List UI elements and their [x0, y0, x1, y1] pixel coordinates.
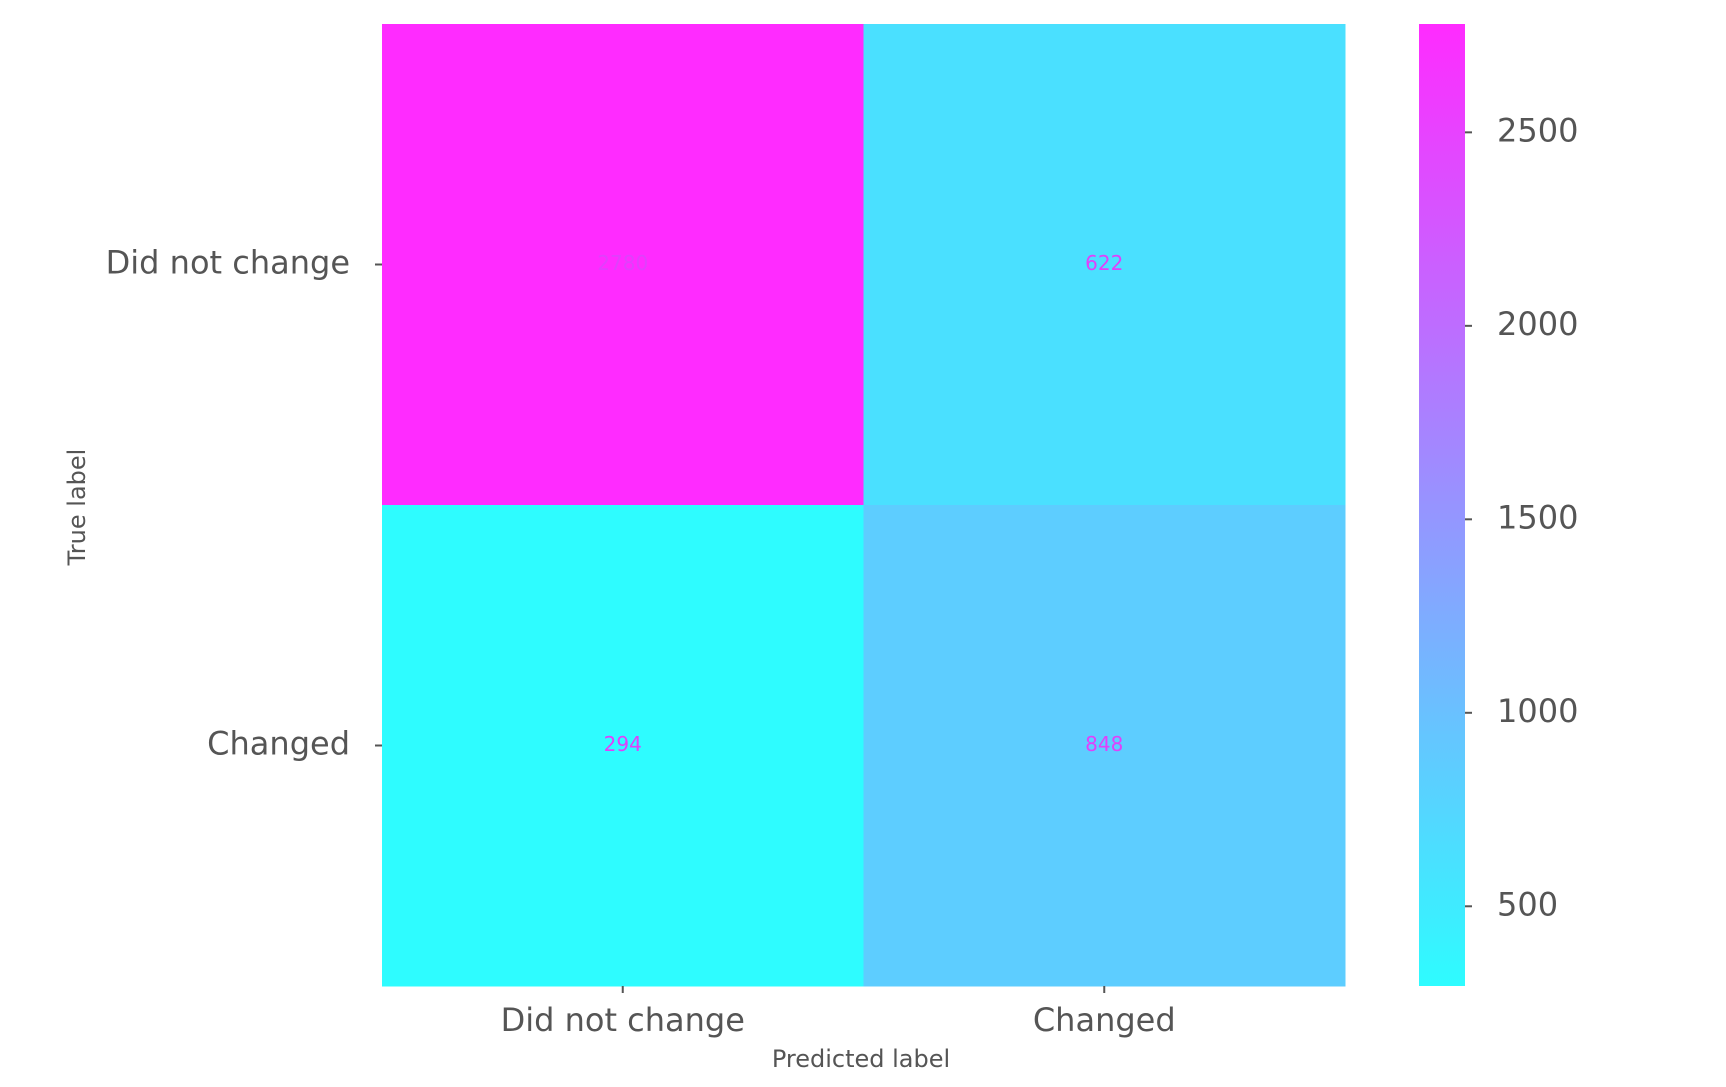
colorbar-tick-label: 2500 — [1497, 111, 1578, 149]
heatmap-cell — [863, 505, 1346, 987]
cell-value-label: 622 — [1085, 251, 1123, 275]
cell-value-label: 294 — [604, 732, 642, 756]
colorbar-tick-label: 1000 — [1497, 692, 1578, 730]
heatmap-cell — [382, 24, 864, 506]
heatmap-cells — [382, 24, 1346, 987]
heatmap-cell — [382, 505, 864, 987]
colorbar-tick-label: 500 — [1497, 885, 1558, 923]
colorbar-tick-label: 2000 — [1497, 305, 1578, 343]
cell-value-label: 2780 — [597, 251, 648, 275]
y-tick-label: Changed — [207, 725, 350, 763]
colorbar-tick-label: 1500 — [1497, 498, 1578, 536]
y-axis-ticks: Did not change Changed — [106, 244, 382, 763]
y-tick-label: Did not change — [106, 244, 350, 282]
x-tick-label: Did not change — [501, 1001, 745, 1039]
colorbar — [1419, 24, 1465, 986]
cell-value-label: 848 — [1085, 732, 1123, 756]
y-axis-label: True label — [63, 449, 91, 567]
x-axis-label: Predicted label — [772, 1045, 950, 1073]
x-axis-ticks: Did not change Changed — [501, 986, 1176, 1039]
heatmap-value-labels: 2780 622 294 848 — [597, 251, 1123, 756]
x-tick-label: Changed — [1033, 1001, 1176, 1039]
heatmap-cell — [863, 24, 1346, 506]
colorbar-ticks: 500 1000 1500 2000 2500 — [1465, 111, 1578, 923]
